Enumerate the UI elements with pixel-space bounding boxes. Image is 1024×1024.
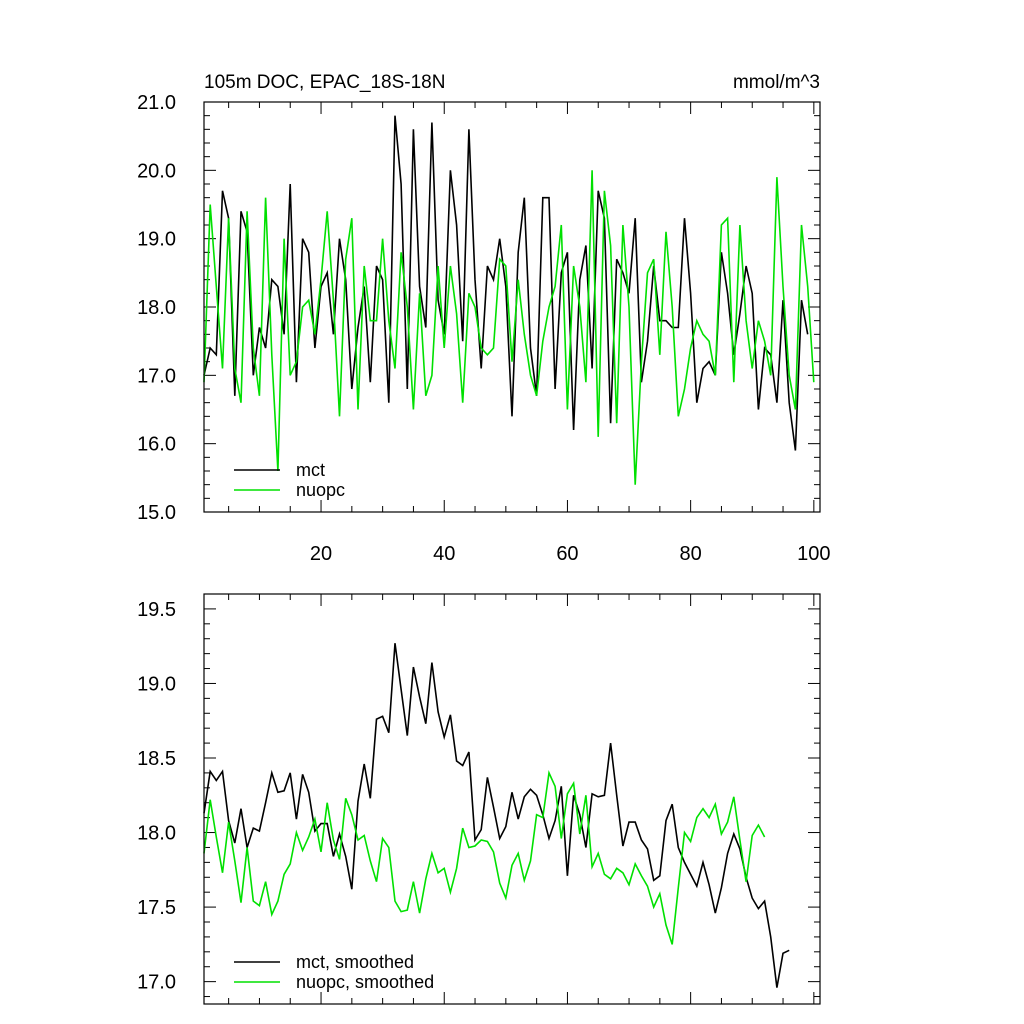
- series-line-nuopc: [203, 170, 815, 485]
- x-tick-label: 80: [680, 543, 702, 565]
- x-tick-label: 40: [433, 543, 455, 565]
- axis-ticks: [204, 101, 820, 513]
- series-line-mct: [203, 115, 809, 451]
- x-tick-label: 20: [310, 543, 332, 565]
- panel-top: 105m DOC, EPAC_18S-18N mmol/m^3 15.0 16.0…: [137, 72, 830, 565]
- units-label: mmol/m^3: [733, 72, 820, 93]
- y-tick-label: 15.0: [137, 502, 176, 524]
- plot-frame: [203, 101, 821, 513]
- chart-title: 105m DOC, EPAC_18S-18N: [204, 72, 445, 93]
- series-line-nuopc-smoothed: [203, 770, 766, 945]
- y-tick-label: 20.0: [137, 160, 176, 182]
- series-line-mct-smoothed: [203, 643, 790, 988]
- y-tick-label: 18.0: [137, 297, 176, 319]
- y-tick-label: 18.5: [137, 748, 176, 770]
- y-tick-label: 19.5: [137, 599, 176, 621]
- y-tick-label: 17.0: [137, 972, 176, 994]
- x-tick-label: 100: [797, 543, 830, 565]
- y-tick-label: 19.0: [137, 673, 176, 695]
- tick-labels: 17.0 17.5 18.0 18.5 19.0 19.5: [137, 599, 176, 994]
- legend-label-nuopc-smoothed: nuopc, smoothed: [296, 972, 434, 992]
- plot-area: [203, 115, 815, 485]
- legend-label-mct-smoothed: mct, smoothed: [296, 952, 414, 972]
- x-tick-label: 60: [556, 543, 578, 565]
- y-tick-label: 16.0: [137, 434, 176, 456]
- legend: mct, smoothed nuopc, smoothed: [234, 952, 434, 992]
- legend-label-mct: mct: [296, 460, 325, 480]
- plot-frame: [203, 593, 821, 1005]
- y-tick-label: 17.5: [137, 897, 176, 919]
- y-tick-label: 17.0: [137, 365, 176, 387]
- legend-label-nuopc: nuopc: [296, 480, 345, 500]
- y-tick-label: 19.0: [137, 229, 176, 251]
- y-tick-label: 18.0: [137, 823, 176, 845]
- y-tick-label: 21.0: [137, 92, 176, 114]
- axis-ticks: [204, 594, 820, 1004]
- legend: mct nuopc: [234, 460, 345, 500]
- plot-area: [203, 643, 790, 988]
- tick-labels: 15.0 16.0 17.0 18.0 19.0 20.0 21.0 20 40 60 80 100: [137, 92, 830, 565]
- panel-bottom: 17.0 17.5 18.0 18.5 19.0 19.5 mct, smoothed n…: [137, 593, 821, 1005]
